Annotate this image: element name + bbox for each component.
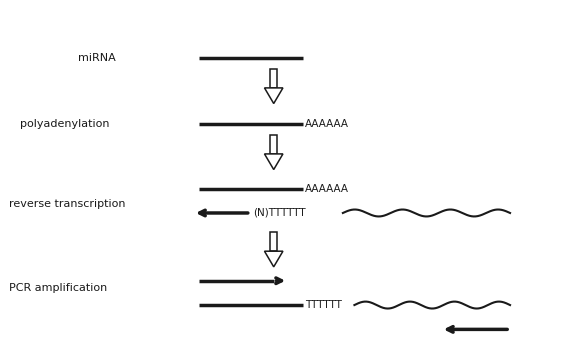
Polygon shape [270, 135, 278, 154]
Text: PCR amplification: PCR amplification [9, 283, 107, 293]
Polygon shape [264, 88, 283, 103]
Polygon shape [264, 251, 283, 267]
Polygon shape [270, 69, 278, 88]
Text: AAAAAA: AAAAAA [306, 184, 349, 194]
Polygon shape [264, 154, 283, 169]
Text: TTTTTT: TTTTTT [306, 300, 342, 310]
Text: AAAAAA: AAAAAA [306, 119, 349, 130]
Text: miRNA: miRNA [78, 53, 115, 64]
Text: reverse transcription: reverse transcription [9, 199, 125, 209]
Text: (N)TTTTTT: (N)TTTTTT [254, 208, 306, 218]
Text: polyadenylation: polyadenylation [20, 119, 109, 130]
Polygon shape [270, 232, 278, 251]
